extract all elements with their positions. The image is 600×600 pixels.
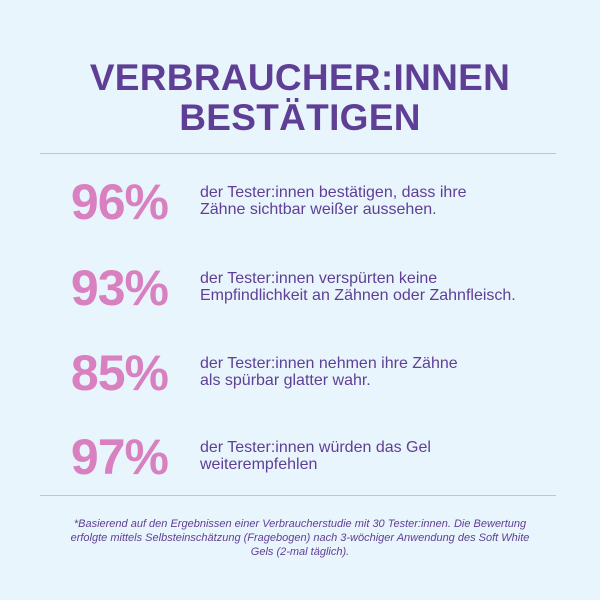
study-footnote: *Basierend auf den Ergebnissen einer Ver…: [0, 517, 600, 559]
stat-description-line: der Tester:innen verspürten keine: [200, 270, 438, 287]
footnote-line: *Basierend auf den Ergebnissen einer Ver…: [73, 518, 527, 530]
stat-percent: 97%: [70, 429, 169, 485]
stat-percent: 85%: [70, 345, 169, 401]
stat-percent: 96%: [70, 174, 169, 230]
stat-description: der Tester:innen würden das Gel weiterem…: [200, 439, 570, 473]
top-divider: [40, 153, 556, 154]
stat-row-whiter-teeth: 96% der Tester:innen bestätigen, dass ih…: [0, 172, 600, 232]
stat-percent: 93%: [70, 260, 169, 316]
stat-row-recommend: 97% der Tester:innen würden das Gel weit…: [0, 427, 600, 487]
title-line-2: BESTÄTIGEN: [179, 97, 421, 138]
stat-description: der Tester:innen verspürten keine Empfin…: [200, 270, 570, 304]
footnote-line: Gels (2-mal täglich).: [250, 546, 350, 558]
stat-description-line: Zähne sichtbar weißer aussehen.: [200, 201, 437, 218]
page-title: VERBRAUCHER:INNEN BESTÄTIGEN: [0, 58, 600, 138]
stat-description-line: der Tester:innen bestätigen, dass ihre: [200, 184, 467, 201]
stat-description: der Tester:innen nehmen ihre Zähne als s…: [200, 355, 570, 389]
footnote-line: erfolgte mittels Selbsteinschätzung (Fra…: [70, 532, 530, 544]
title-line-1: VERBRAUCHER:INNEN: [89, 57, 511, 98]
stat-description-line: Empfindlichkeit an Zähnen oder Zahnfleis…: [200, 287, 516, 304]
stat-description-line: der Tester:innen würden das Gel: [200, 439, 431, 456]
stat-description-line: als spürbar glatter wahr.: [200, 372, 371, 389]
stat-row-smoother-teeth: 85% der Tester:innen nehmen ihre Zähne a…: [0, 343, 600, 403]
stat-description-line: der Tester:innen nehmen ihre Zähne: [200, 355, 458, 372]
bottom-divider: [40, 495, 556, 496]
stat-row-no-sensitivity: 93% der Tester:innen verspürten keine Em…: [0, 258, 600, 318]
stat-description-line: weiterempfehlen: [200, 456, 318, 473]
stat-description: der Tester:innen bestätigen, dass ihre Z…: [200, 184, 570, 218]
